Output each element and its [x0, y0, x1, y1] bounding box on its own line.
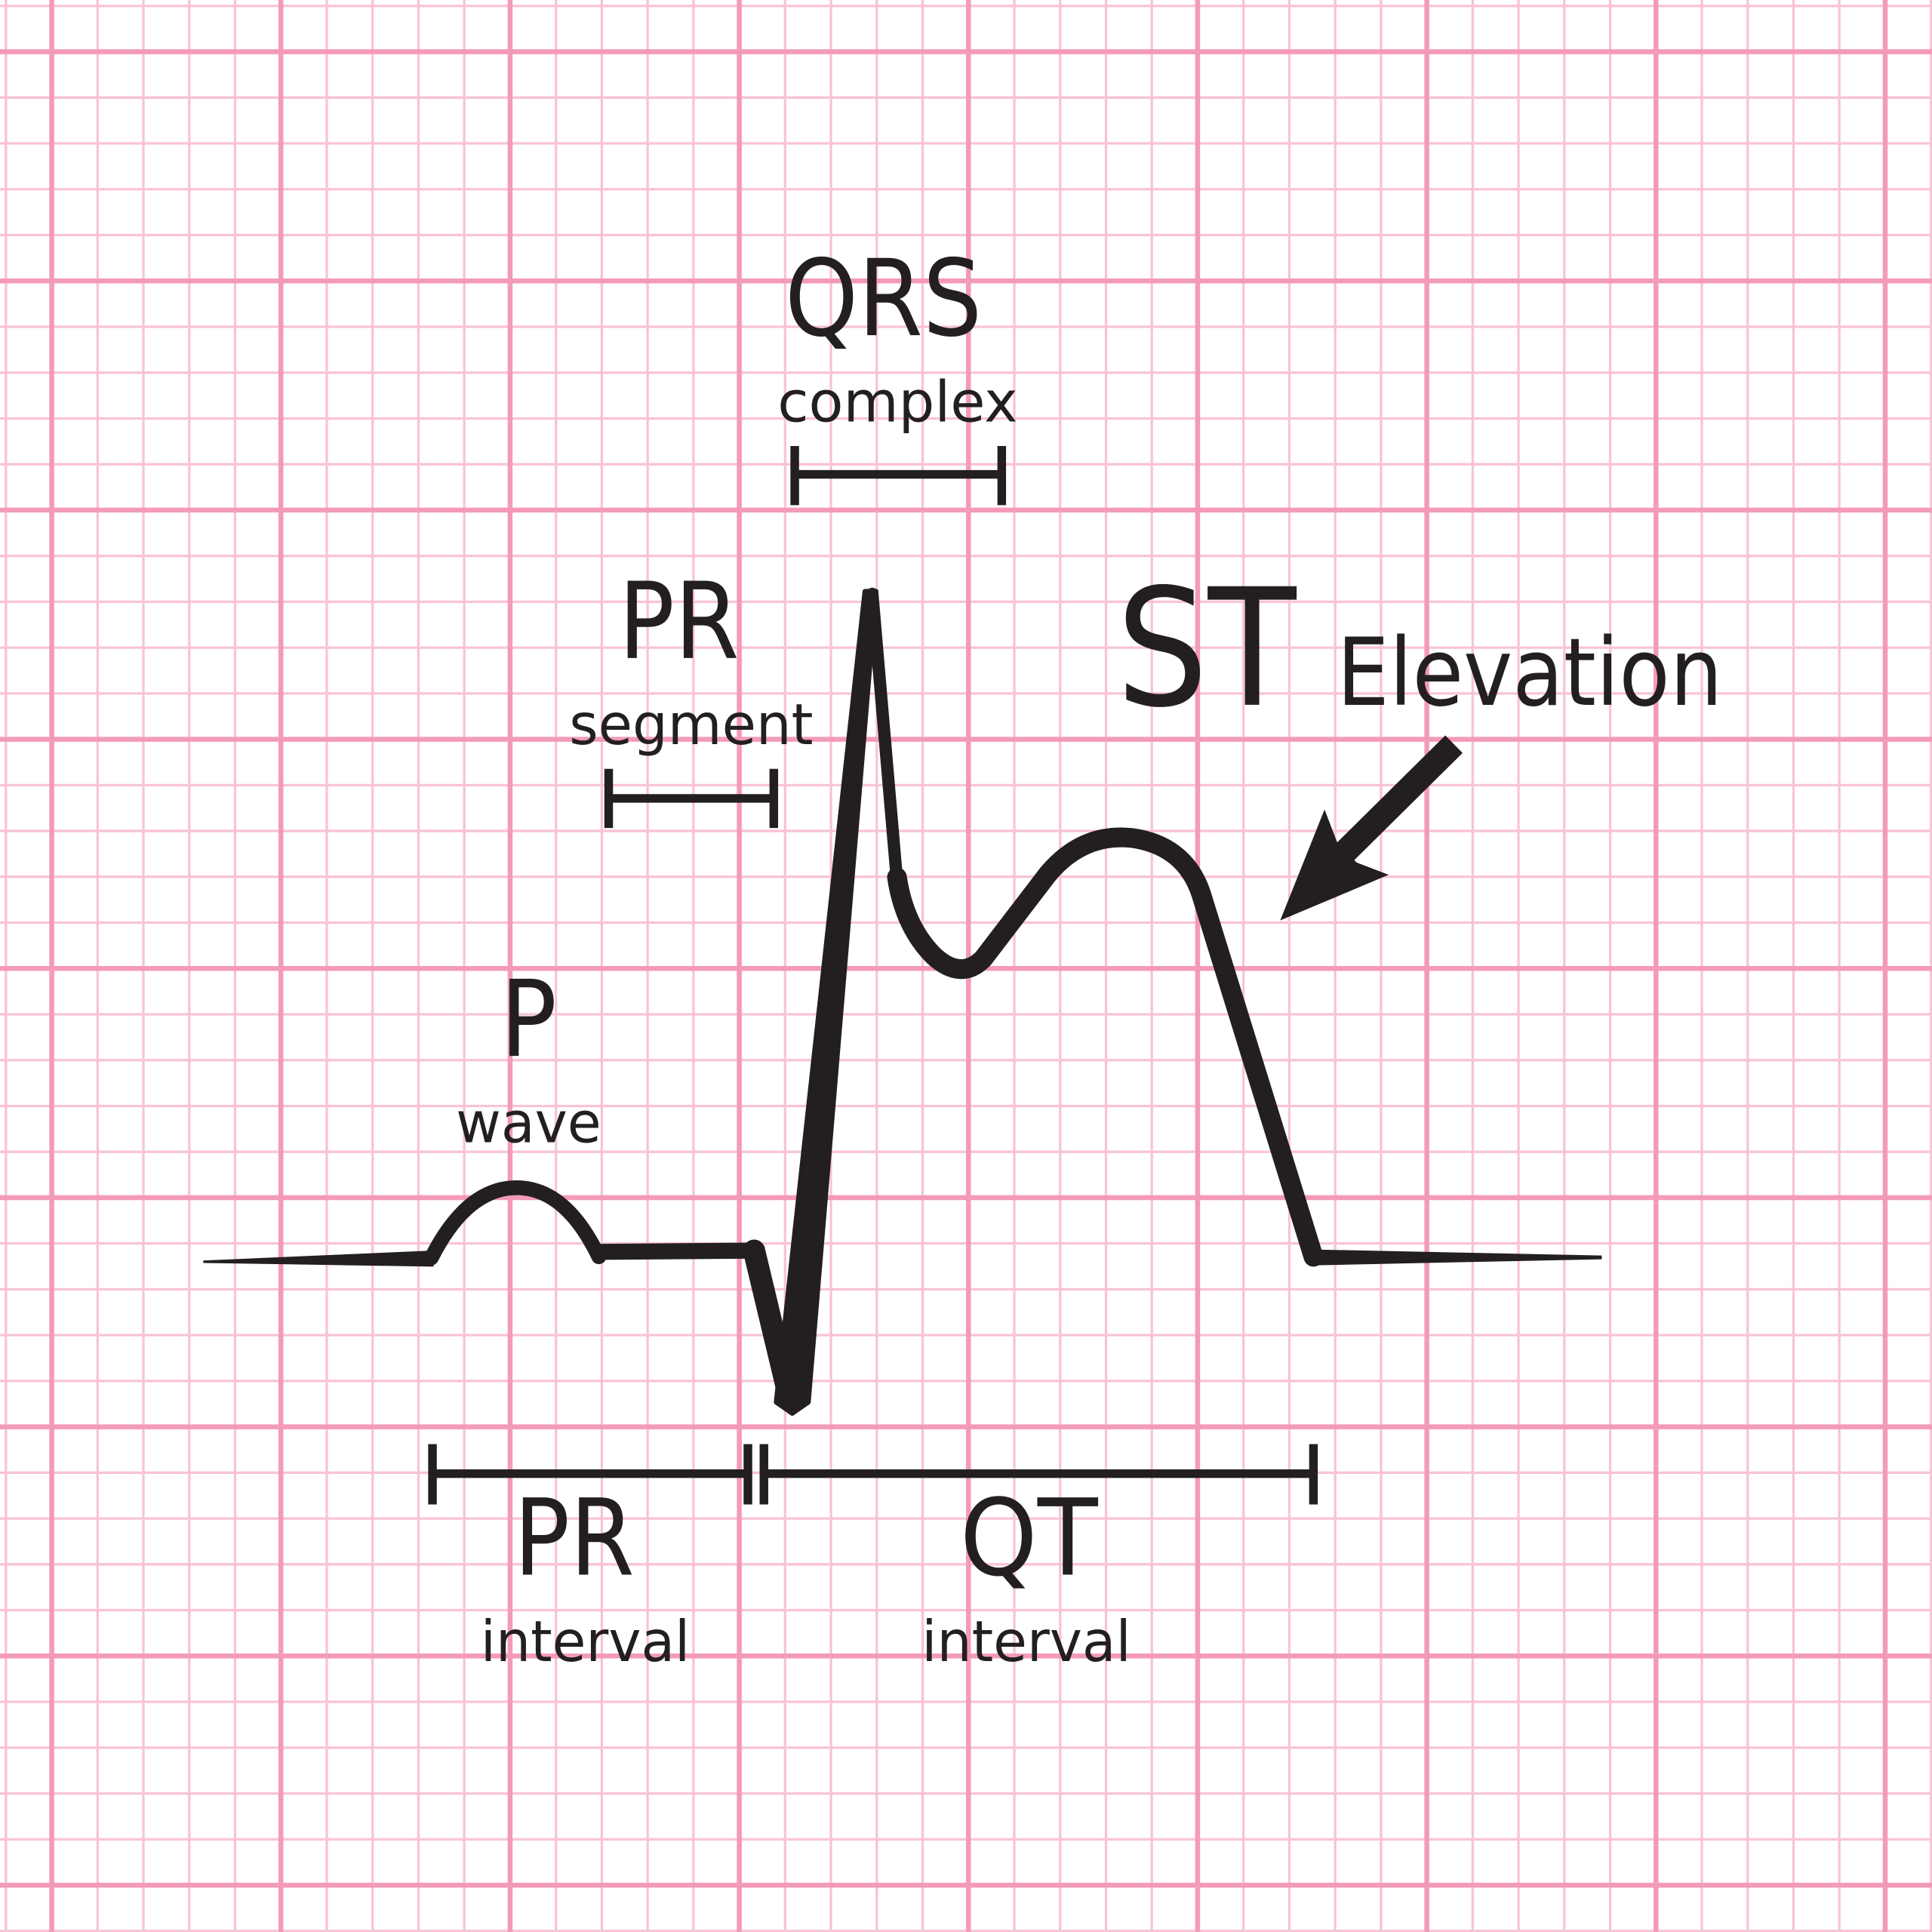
s-wave-st-segment — [887, 827, 1324, 1267]
p-wave — [423, 1180, 607, 1266]
pr-interval-subtitle: interval — [481, 1608, 691, 1675]
qt-interval-title: QT — [960, 1478, 1099, 1601]
baseline-left — [203, 1251, 434, 1267]
qrs-subtitle: complex — [777, 368, 1017, 435]
pr-segment-bracket — [604, 768, 779, 829]
r-wave-upstroke — [774, 589, 879, 1416]
p-wave-title: P — [500, 958, 557, 1081]
interval-markers — [428, 446, 1318, 1505]
p-wave-subtitle: wave — [456, 1089, 601, 1155]
ecg-trace — [203, 587, 1602, 1416]
pr-segment-line — [593, 1242, 762, 1260]
pr-interval-bracket — [428, 1444, 752, 1505]
pr-interval-title: PR — [514, 1478, 635, 1601]
qt-interval-bracket — [759, 1444, 1318, 1505]
qrs-bracket — [790, 446, 1007, 506]
qt-interval-subtitle: interval — [921, 1608, 1131, 1675]
st-subtitle: Elevation — [1337, 619, 1722, 728]
pr-segment-title: PR — [619, 561, 740, 684]
arrow-down-left-icon — [1280, 735, 1463, 921]
baseline-right — [1308, 1249, 1602, 1266]
r-wave-downstroke — [866, 587, 903, 888]
qrs-title: QRS — [785, 238, 982, 361]
labels: QRS complex PR segment ST Elevation P wa… — [456, 238, 1722, 1675]
pr-segment-subtitle: segment — [569, 691, 813, 758]
st-title: ST — [1116, 554, 1297, 743]
